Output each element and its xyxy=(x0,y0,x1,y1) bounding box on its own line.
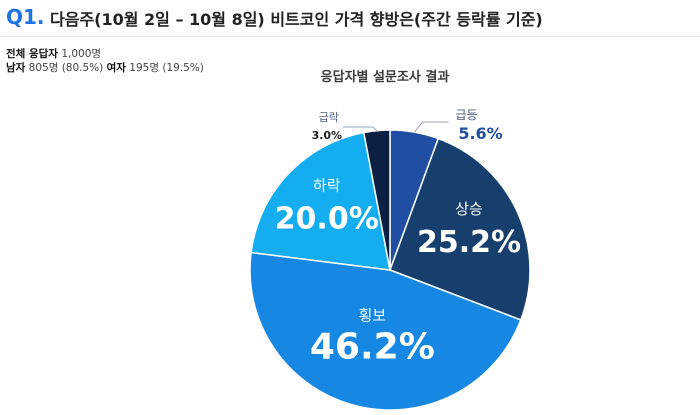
respondents-gender: 남자 805명 (80.5%) 여자 195명 (19.5%) xyxy=(6,61,204,75)
male-value: 805명 (80.5%) xyxy=(28,62,104,74)
question-header: Q1. 다음주(10월 2일 – 10월 8일) 비트코인 가격 향방은(주간 … xyxy=(0,0,700,37)
label-name-slice-3: 횡보 xyxy=(359,307,387,325)
total-label: 전체 응답자 xyxy=(6,48,58,60)
label-name-slice-1: 급등 xyxy=(455,108,477,122)
respondents-info: 전체 응답자 1,000명 남자 805명 (80.5%) 여자 195명 (1… xyxy=(6,47,204,75)
respondents-total: 전체 응답자 1,000명 xyxy=(6,47,204,61)
pie-slice-3 xyxy=(249,251,522,411)
label-value-slice-5: 3.0% xyxy=(312,129,343,142)
pie-slice-2 xyxy=(389,137,531,321)
chart-title: 응답자별 설문조사 결과 xyxy=(320,70,450,85)
leader-slice-5 xyxy=(342,126,378,131)
label-name-slice-4: 하락 xyxy=(313,177,341,195)
female-label: 여자 xyxy=(106,62,126,74)
label-value-slice-1: 5.6% xyxy=(458,124,502,143)
female-value: 195명 (19.5%) xyxy=(129,62,204,74)
leader-slice-1 xyxy=(414,121,449,133)
label-name-slice-2: 상승 xyxy=(455,200,483,218)
label-value-slice-2: 25.2% xyxy=(417,225,521,260)
question-number: Q1. xyxy=(6,5,45,29)
pie-slice-4 xyxy=(250,131,391,271)
total-value: 1,000명 xyxy=(61,48,102,60)
label-value-slice-3: 46.2% xyxy=(310,327,435,368)
male-label: 남자 xyxy=(6,62,26,74)
pie-slice-5 xyxy=(362,129,391,271)
label-value-slice-4: 20.0% xyxy=(275,202,379,237)
question-title: 다음주(10월 2일 – 10월 8일) 비트코인 가격 향방은(주간 등락률 … xyxy=(50,10,543,29)
label-name-slice-5: 급락 xyxy=(319,111,339,124)
